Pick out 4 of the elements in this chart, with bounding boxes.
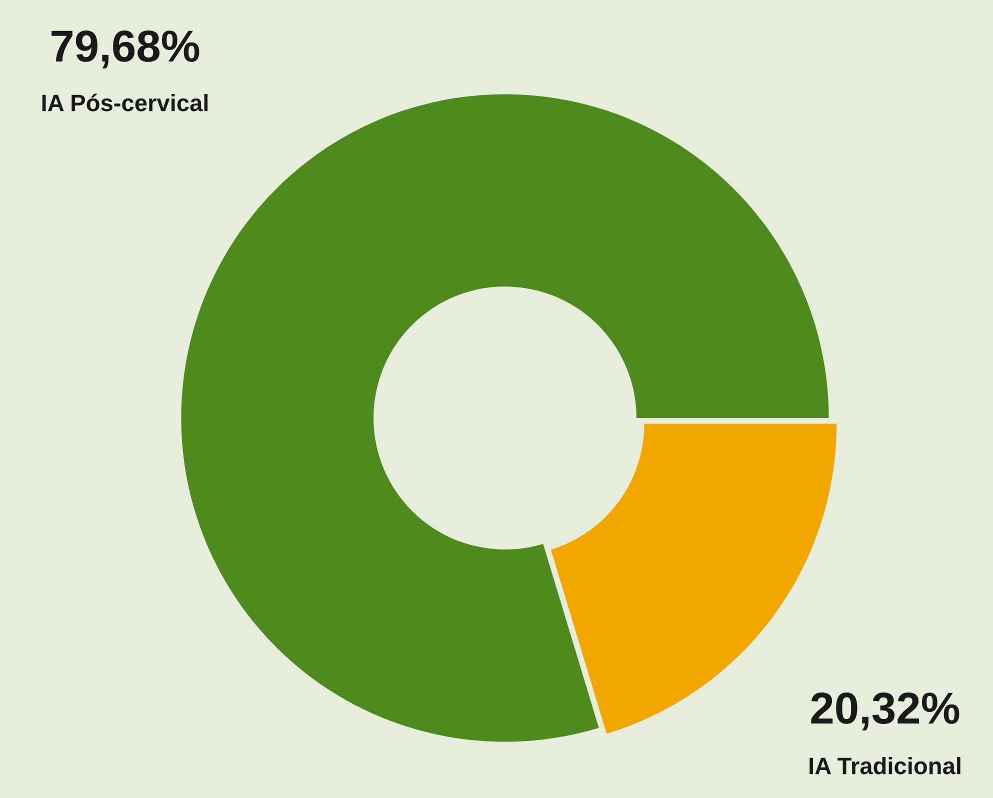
slice-label: IA Pós-cervical	[42, 94, 208, 112]
slice-label: IA Tradicional	[810, 756, 960, 774]
data-label: 20,32%	[811, 692, 960, 730]
data-label: 79,68%	[52, 30, 200, 68]
